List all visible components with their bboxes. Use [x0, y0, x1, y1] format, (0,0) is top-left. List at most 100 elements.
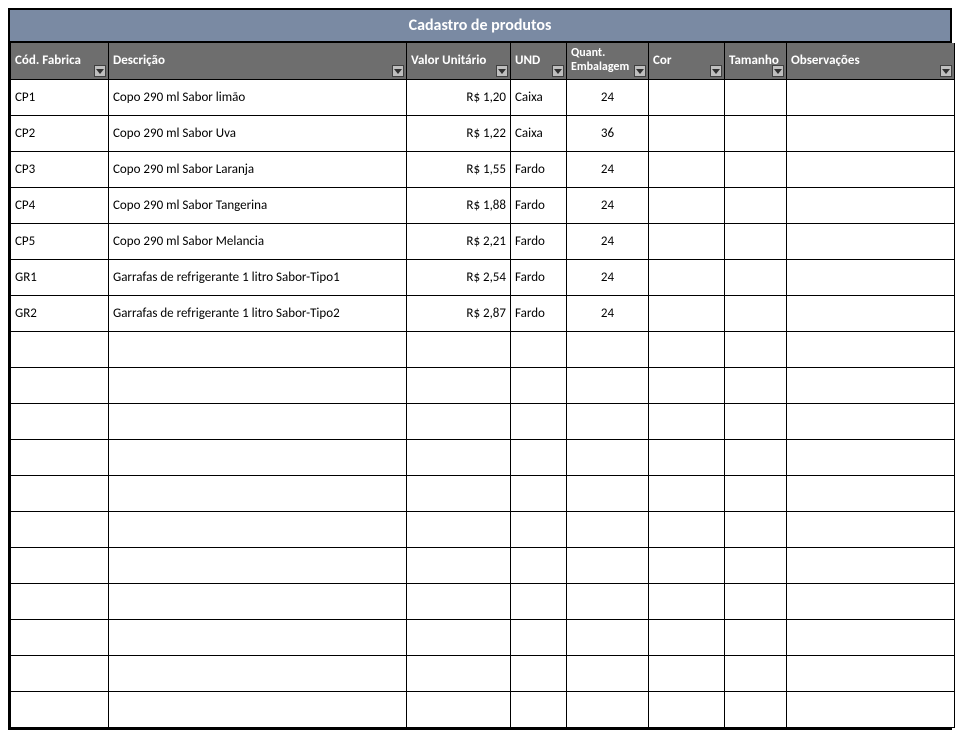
- cell-und[interactable]: Caixa: [511, 79, 567, 115]
- column-header-codigo[interactable]: Cód. Fabrica: [11, 43, 109, 79]
- cell-cor[interactable]: [649, 115, 725, 151]
- cell-qtd[interactable]: [567, 583, 649, 619]
- cell-codigo[interactable]: [11, 439, 109, 475]
- cell-obs[interactable]: [787, 79, 955, 115]
- cell-codigo[interactable]: [11, 475, 109, 511]
- cell-valor[interactable]: [407, 511, 511, 547]
- cell-tamanho[interactable]: [725, 691, 787, 727]
- cell-obs[interactable]: [787, 403, 955, 439]
- filter-dropdown-icon[interactable]: [94, 65, 106, 77]
- cell-valor[interactable]: [407, 367, 511, 403]
- cell-descricao[interactable]: [109, 619, 407, 655]
- cell-und[interactable]: [511, 403, 567, 439]
- filter-dropdown-icon[interactable]: [940, 65, 952, 77]
- cell-codigo[interactable]: CP4: [11, 187, 109, 223]
- cell-codigo[interactable]: CP5: [11, 223, 109, 259]
- cell-und[interactable]: [511, 547, 567, 583]
- cell-valor[interactable]: [407, 547, 511, 583]
- cell-obs[interactable]: [787, 367, 955, 403]
- cell-tamanho[interactable]: [725, 79, 787, 115]
- cell-cor[interactable]: [649, 295, 725, 331]
- cell-und[interactable]: Fardo: [511, 223, 567, 259]
- cell-und[interactable]: [511, 331, 567, 367]
- cell-descricao[interactable]: [109, 691, 407, 727]
- cell-qtd[interactable]: [567, 367, 649, 403]
- cell-cor[interactable]: [649, 619, 725, 655]
- cell-und[interactable]: [511, 691, 567, 727]
- cell-obs[interactable]: [787, 187, 955, 223]
- cell-obs[interactable]: [787, 295, 955, 331]
- cell-descricao[interactable]: Copo 290 ml Sabor Uva: [109, 115, 407, 151]
- cell-codigo[interactable]: [11, 583, 109, 619]
- cell-valor[interactable]: [407, 619, 511, 655]
- cell-obs[interactable]: [787, 691, 955, 727]
- cell-und[interactable]: [511, 655, 567, 691]
- cell-tamanho[interactable]: [725, 259, 787, 295]
- cell-codigo[interactable]: [11, 619, 109, 655]
- cell-codigo[interactable]: [11, 403, 109, 439]
- cell-descricao[interactable]: [109, 547, 407, 583]
- cell-codigo[interactable]: [11, 367, 109, 403]
- cell-descricao[interactable]: Garrafas de refrigerante 1 litro Sabor-T…: [109, 259, 407, 295]
- cell-und[interactable]: [511, 619, 567, 655]
- cell-valor[interactable]: R$ 2,21: [407, 223, 511, 259]
- cell-valor[interactable]: R$ 2,87: [407, 295, 511, 331]
- cell-cor[interactable]: [649, 691, 725, 727]
- cell-tamanho[interactable]: [725, 151, 787, 187]
- cell-valor[interactable]: R$ 1,20: [407, 79, 511, 115]
- cell-qtd[interactable]: [567, 439, 649, 475]
- cell-tamanho[interactable]: [725, 475, 787, 511]
- cell-obs[interactable]: [787, 511, 955, 547]
- column-header-descricao[interactable]: Descrição: [109, 43, 407, 79]
- cell-tamanho[interactable]: [725, 655, 787, 691]
- cell-codigo[interactable]: CP3: [11, 151, 109, 187]
- cell-codigo[interactable]: GR2: [11, 295, 109, 331]
- cell-obs[interactable]: [787, 583, 955, 619]
- cell-und[interactable]: [511, 475, 567, 511]
- cell-descricao[interactable]: Copo 290 ml Sabor Laranja: [109, 151, 407, 187]
- cell-valor[interactable]: [407, 331, 511, 367]
- cell-tamanho[interactable]: [725, 295, 787, 331]
- cell-qtd[interactable]: 24: [567, 223, 649, 259]
- cell-tamanho[interactable]: [725, 583, 787, 619]
- cell-und[interactable]: Fardo: [511, 187, 567, 223]
- cell-und[interactable]: Fardo: [511, 151, 567, 187]
- column-header-cor[interactable]: Cor: [649, 43, 725, 79]
- cell-codigo[interactable]: [11, 511, 109, 547]
- column-header-tamanho[interactable]: Tamanho: [725, 43, 787, 79]
- cell-tamanho[interactable]: [725, 439, 787, 475]
- column-header-und[interactable]: UND: [511, 43, 567, 79]
- cell-valor[interactable]: R$ 1,22: [407, 115, 511, 151]
- filter-dropdown-icon[interactable]: [634, 65, 646, 77]
- cell-tamanho[interactable]: [725, 115, 787, 151]
- cell-descricao[interactable]: [109, 367, 407, 403]
- cell-cor[interactable]: [649, 511, 725, 547]
- cell-valor[interactable]: [407, 439, 511, 475]
- cell-obs[interactable]: [787, 115, 955, 151]
- cell-obs[interactable]: [787, 619, 955, 655]
- cell-cor[interactable]: [649, 547, 725, 583]
- cell-qtd[interactable]: [567, 655, 649, 691]
- cell-qtd[interactable]: [567, 403, 649, 439]
- cell-codigo[interactable]: [11, 331, 109, 367]
- cell-tamanho[interactable]: [725, 619, 787, 655]
- cell-valor[interactable]: [407, 403, 511, 439]
- cell-cor[interactable]: [649, 331, 725, 367]
- cell-und[interactable]: Fardo: [511, 259, 567, 295]
- cell-qtd[interactable]: 24: [567, 187, 649, 223]
- cell-descricao[interactable]: Copo 290 ml Sabor Tangerina: [109, 187, 407, 223]
- cell-descricao[interactable]: [109, 403, 407, 439]
- cell-cor[interactable]: [649, 187, 725, 223]
- cell-cor[interactable]: [649, 439, 725, 475]
- cell-obs[interactable]: [787, 547, 955, 583]
- cell-qtd[interactable]: 24: [567, 79, 649, 115]
- cell-cor[interactable]: [649, 223, 725, 259]
- column-header-valor[interactable]: Valor Unitário: [407, 43, 511, 79]
- column-header-obs[interactable]: Observações: [787, 43, 955, 79]
- cell-descricao[interactable]: [109, 511, 407, 547]
- cell-tamanho[interactable]: [725, 403, 787, 439]
- cell-cor[interactable]: [649, 367, 725, 403]
- filter-dropdown-icon[interactable]: [552, 65, 564, 77]
- cell-tamanho[interactable]: [725, 331, 787, 367]
- cell-qtd[interactable]: [567, 511, 649, 547]
